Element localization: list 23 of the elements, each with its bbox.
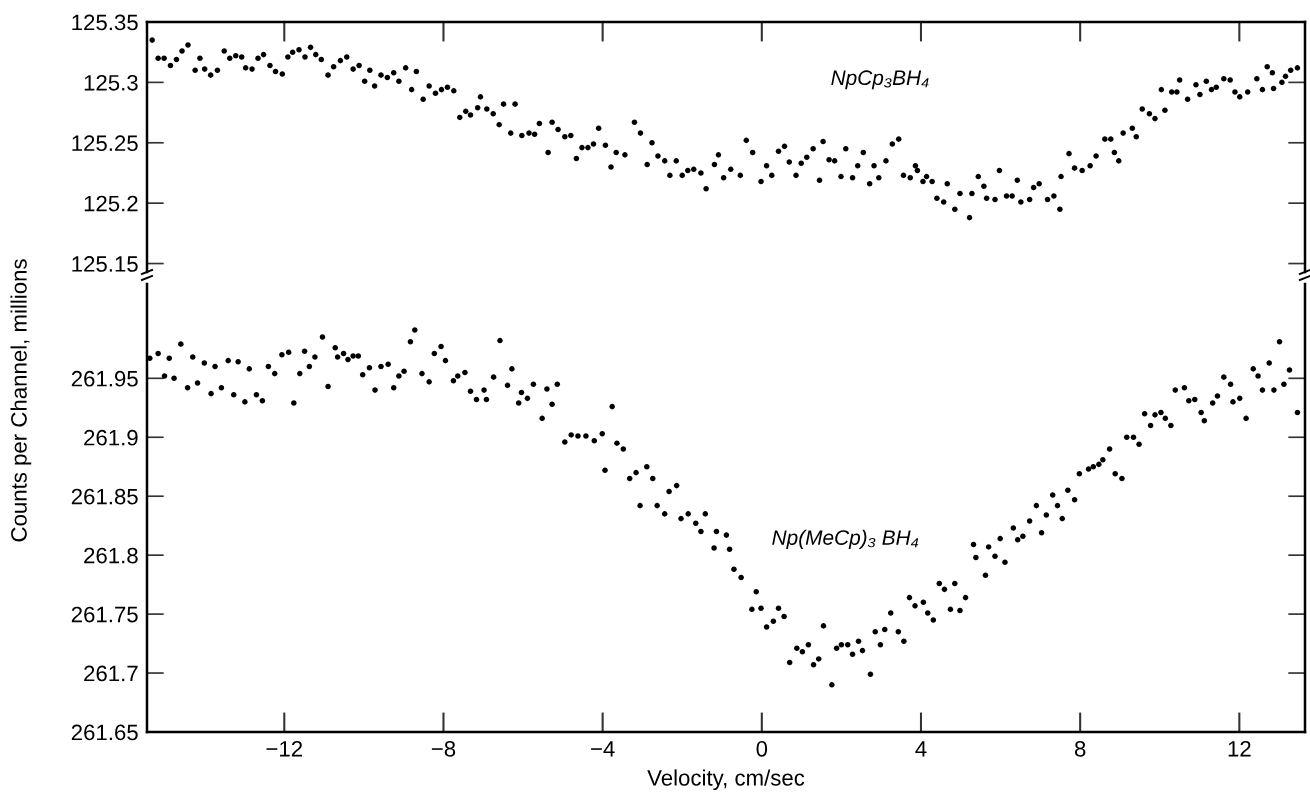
y-tick-label: 261.7 xyxy=(84,665,138,682)
y-tick-label: 125.2 xyxy=(84,195,138,212)
x-tick-label: −8 xyxy=(431,740,456,757)
y-tick-label: 261.95 xyxy=(71,370,138,387)
y-tick-label: 261.75 xyxy=(71,606,138,623)
x-tick-label: −12 xyxy=(266,740,303,757)
x-tick-label: 12 xyxy=(1228,740,1251,757)
y-tick-label: 261.85 xyxy=(71,488,138,505)
y-tick-label: 261.8 xyxy=(84,547,138,564)
y-tick-label: 261.65 xyxy=(71,724,138,741)
y-tick-label: 125.25 xyxy=(72,135,138,152)
y-axis-title: Counts per Channel, millions xyxy=(10,259,32,542)
x-tick-label: −4 xyxy=(591,741,615,757)
text: NpCp₃BH₄ xyxy=(831,70,929,90)
series-label: Np(MeCp)₃ BH₄ xyxy=(772,529,919,550)
x-tick-label: 8 xyxy=(1074,740,1086,757)
y-tick-label: 261.9 xyxy=(84,429,138,446)
x-tick-label: 4 xyxy=(915,741,927,757)
y-tick-label: 125.3 xyxy=(84,74,138,91)
y-tick-label: 125.35 xyxy=(72,14,138,31)
y-tick-label: 125.15 xyxy=(72,256,138,272)
x-axis-title: Velocity, cm/sec xyxy=(647,769,805,791)
x-tick-label: 0 xyxy=(756,740,768,757)
